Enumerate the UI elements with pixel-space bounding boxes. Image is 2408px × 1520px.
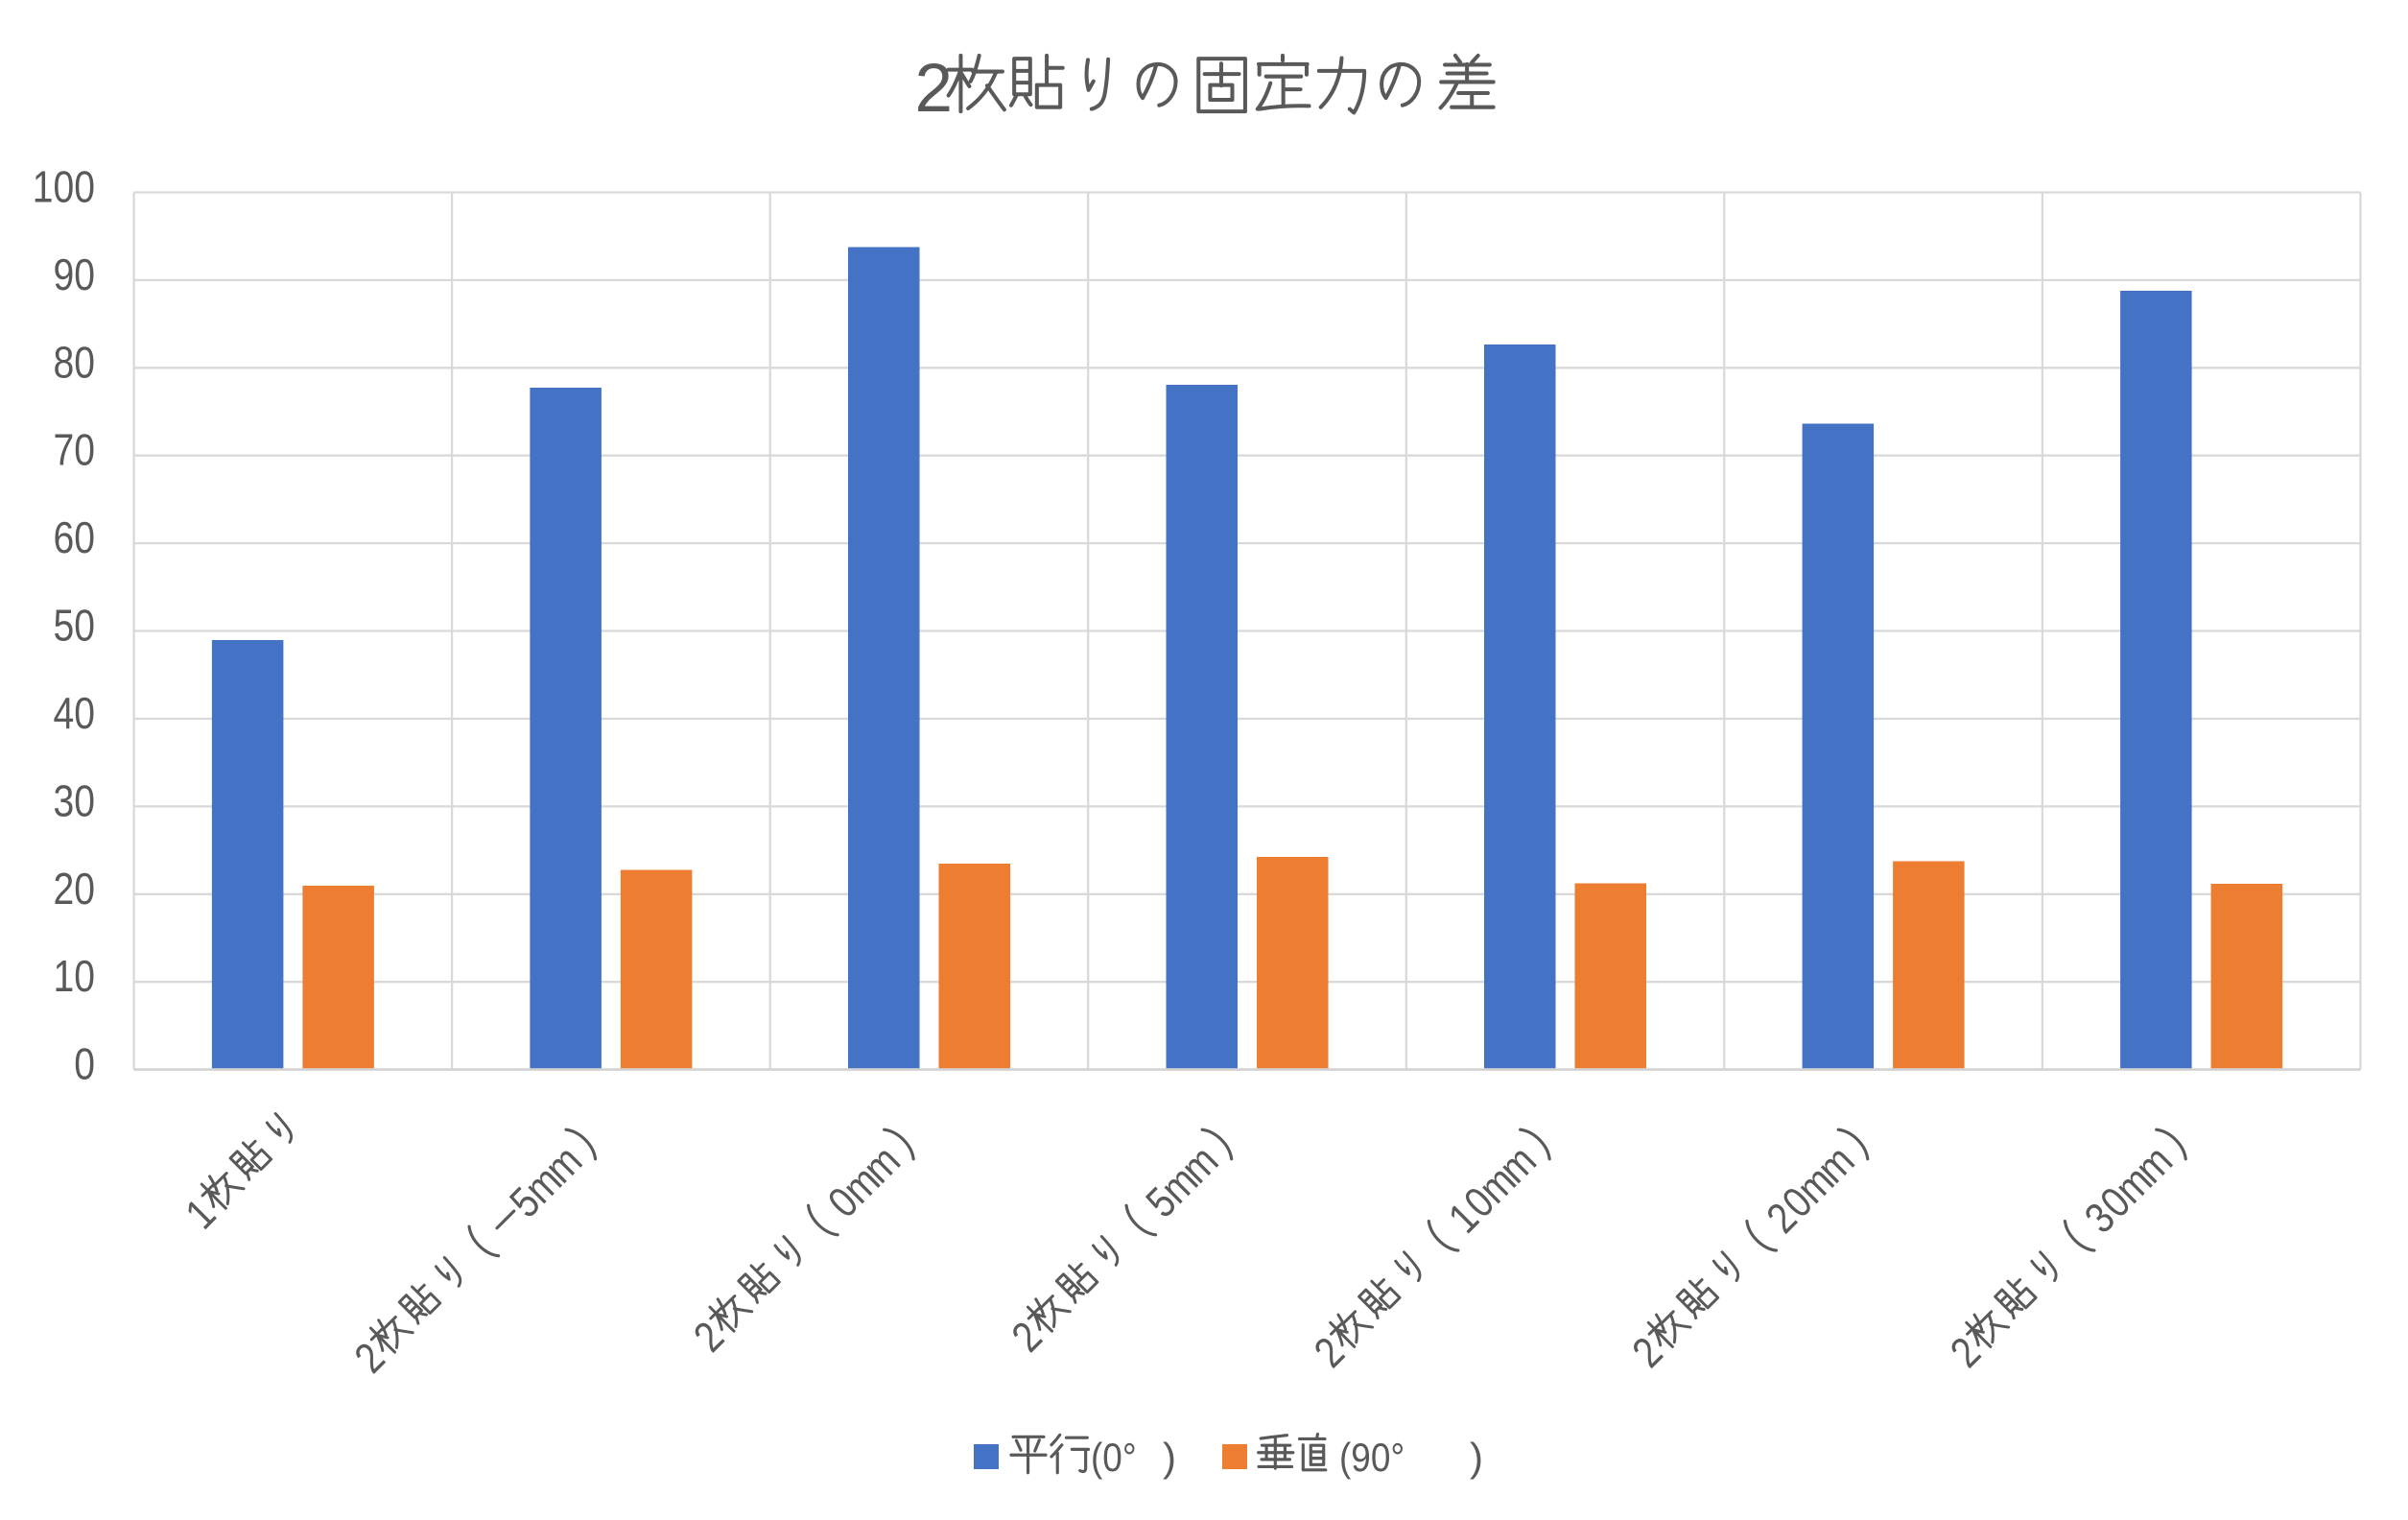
svg-text:40: 40 <box>54 689 95 739</box>
svg-text:70: 70 <box>54 426 95 476</box>
svg-text:): ) <box>1470 1435 1483 1480</box>
svg-text:60: 60 <box>54 513 95 563</box>
svg-text:100: 100 <box>33 163 95 213</box>
svg-text:50: 50 <box>54 602 95 652</box>
svg-text:2: 2 <box>915 51 954 127</box>
svg-text:): ) <box>1163 1435 1176 1480</box>
svg-text:0: 0 <box>74 1040 95 1090</box>
svg-text:(90°: (90° <box>1339 1436 1405 1481</box>
svg-text:90: 90 <box>54 250 95 300</box>
svg-text:(0°: (0° <box>1091 1436 1137 1481</box>
svg-text:10: 10 <box>54 952 95 1002</box>
svg-text:30: 30 <box>54 776 95 826</box>
svg-text:20: 20 <box>54 865 95 914</box>
svg-text:80: 80 <box>54 338 95 388</box>
